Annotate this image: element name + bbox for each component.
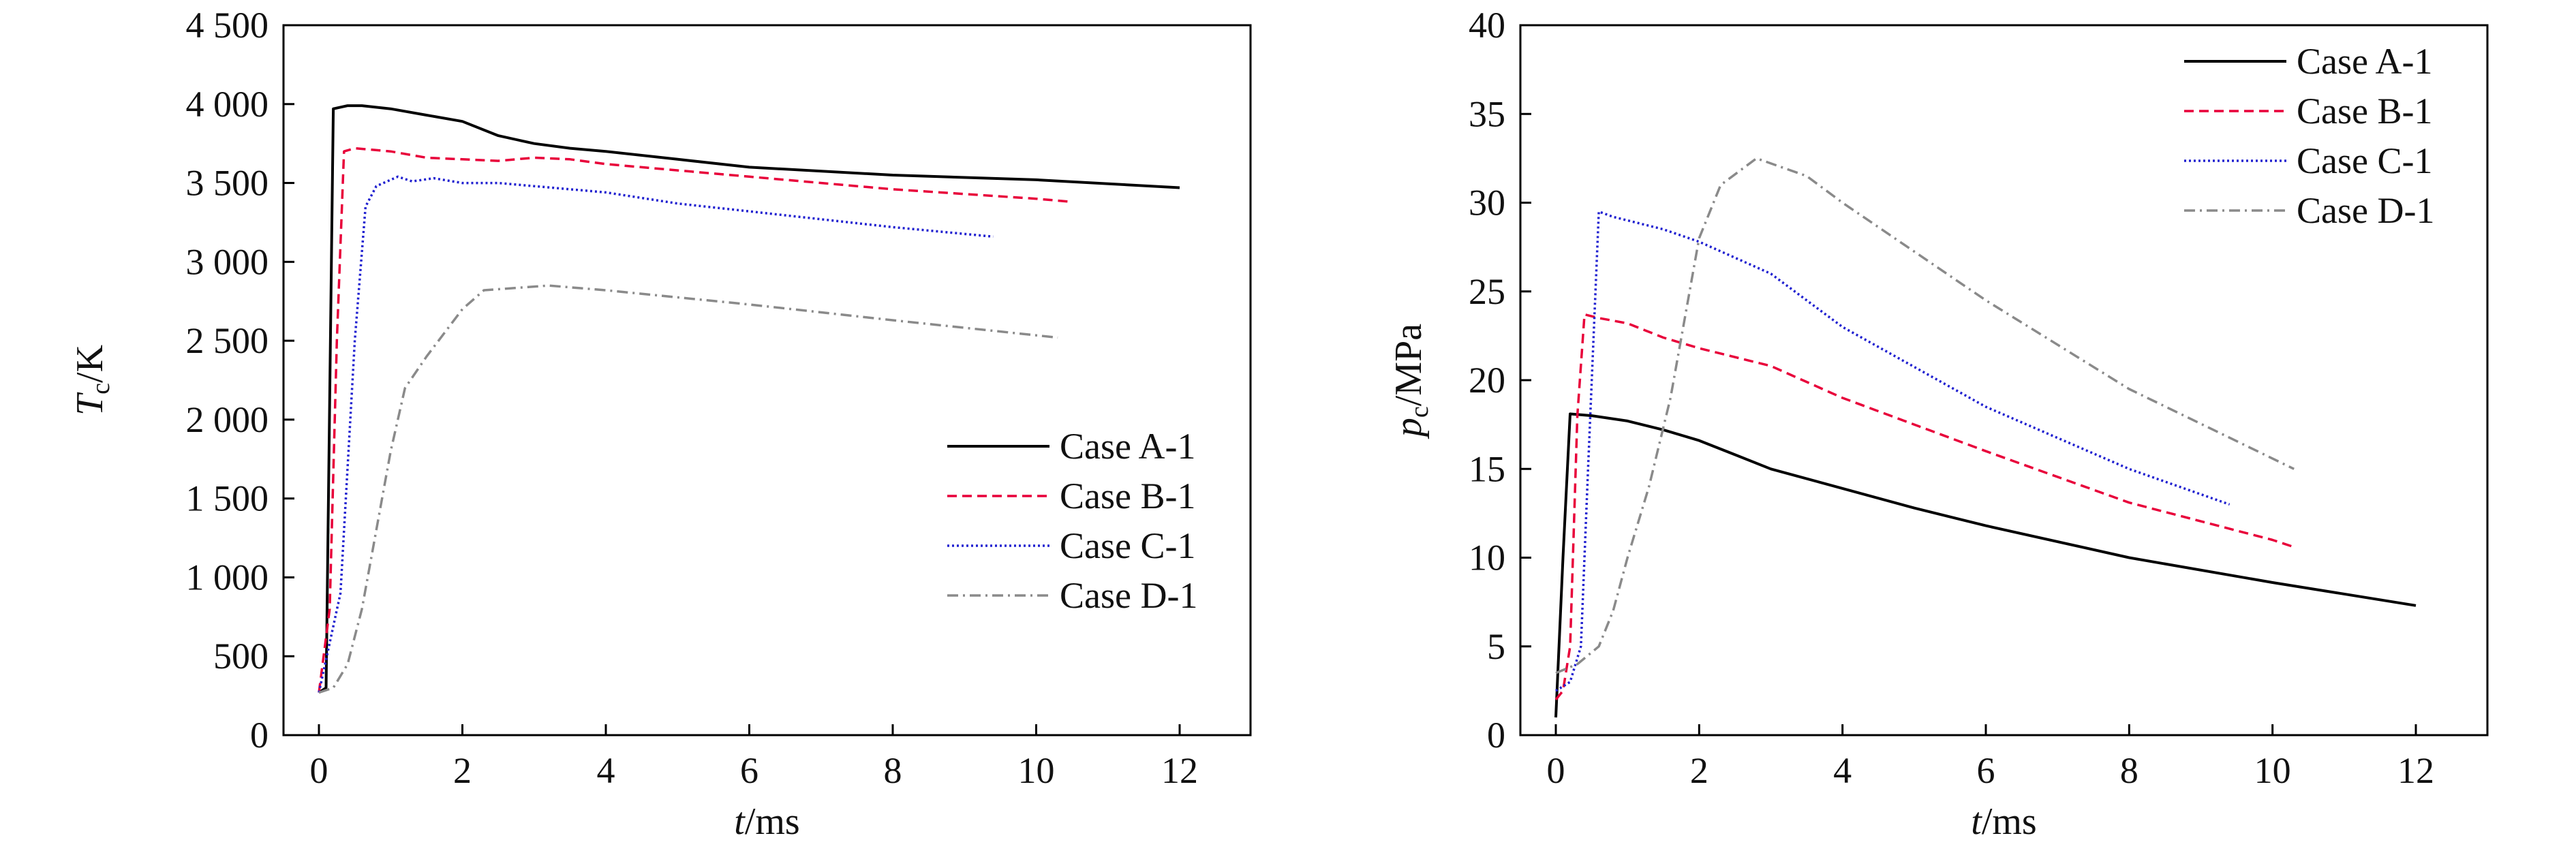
y-tick-label: 35	[1469, 93, 1505, 134]
series-line-case-b-1	[318, 146, 1073, 693]
plot-frame	[282, 24, 1252, 736]
x-tick-label: 0	[310, 750, 328, 791]
x-tick-label: 4	[1833, 750, 1852, 791]
y-axis-unit: /MPa	[1387, 324, 1430, 406]
x-tick-label: 8	[884, 750, 902, 791]
x-tick-label: 2	[1690, 750, 1708, 791]
y-tick-label: 20	[1469, 360, 1505, 401]
y-tick-label: 10	[1469, 538, 1505, 578]
x-tick-label: 4	[597, 750, 615, 791]
y-tick-label: 40	[1469, 5, 1505, 46]
y-tick-label: 1 500	[186, 478, 269, 519]
x-tick-label: 8	[2120, 750, 2138, 791]
y-tick-label: 1 000	[186, 557, 269, 598]
y-tick-label: 2 000	[186, 399, 269, 440]
y-axis-subscript: c	[87, 383, 115, 394]
temperature-chart: 0 2 4 6 8 10 12 0 500 1 000 1 500 2 000 2 500 3 000 3 …	[69, 5, 1252, 843]
x-tick-label: 10	[2254, 750, 2291, 791]
y-axis-variable: T	[69, 392, 111, 416]
y-tick-label: 15	[1469, 448, 1505, 489]
y-tick-label: 30	[1469, 183, 1505, 223]
series-line-case-b-1	[1554, 313, 2295, 700]
y-tick-label: 0	[1487, 715, 1505, 756]
x-tick-label: 0	[1547, 750, 1565, 791]
x-axis-unit: /ms	[745, 801, 800, 843]
legend-label: Case C-1	[1060, 525, 1195, 566]
x-tick-label: 12	[1161, 750, 1198, 791]
y-tick-label: 4 000	[186, 84, 269, 125]
x-axis-variable: t	[1971, 801, 1982, 843]
x-axis-variable: t	[734, 801, 746, 843]
y-axis-subscript: c	[1405, 406, 1434, 418]
y-tick-label: 2 500	[186, 320, 269, 361]
series-line-case-c-1	[318, 175, 994, 693]
y-axis-variable: p	[1387, 418, 1430, 439]
y-axis-label: pc/MPa	[1387, 324, 1434, 439]
x-tick-label: 10	[1018, 750, 1055, 791]
series-line-case-d-1	[1555, 157, 2295, 674]
x-tick-label: 12	[2397, 750, 2434, 791]
legend-label: Case B-1	[2297, 91, 2432, 131]
y-axis-label: Tc/K	[69, 345, 115, 416]
x-axis-label: t/ms	[1971, 801, 2036, 843]
pressure-chart: 0 2 4 6 8 10 12 0 5 10 15 20 25 30 35 40 t/ms pc/MPa Case …	[1387, 5, 2489, 843]
legend-label: Case A-1	[1060, 426, 1195, 467]
y-tick-label: 3 000	[186, 241, 269, 282]
y-tick-label: 500	[213, 636, 269, 677]
x-axis-unit: /ms	[1982, 801, 2037, 843]
y-tick-label: 3 500	[186, 163, 269, 204]
series-line-case-d-1	[318, 284, 1058, 694]
x-tick-label: 6	[740, 750, 758, 791]
legend-label: Case B-1	[1060, 476, 1195, 516]
y-axis-unit: /K	[69, 345, 111, 383]
y-tick-label: 25	[1469, 271, 1505, 312]
series-line-case-c-1	[1555, 210, 2230, 692]
y-tick-label: 5	[1487, 626, 1505, 667]
series-line-case-a-1	[318, 104, 1180, 694]
series-line-case-a-1	[1554, 412, 2417, 718]
legend-label: Case C-1	[2297, 140, 2432, 181]
legend-label: Case D-1	[2297, 190, 2434, 231]
legend-label: Case A-1	[2297, 41, 2432, 82]
plot-frame	[1519, 24, 2489, 736]
x-axis-label: t/ms	[734, 801, 799, 843]
y-tick-label: 4 500	[186, 5, 269, 46]
x-tick-label: 2	[453, 750, 472, 791]
x-tick-label: 6	[1977, 750, 1995, 791]
legend-label: Case D-1	[1060, 575, 1197, 616]
y-tick-label: 0	[250, 715, 269, 756]
